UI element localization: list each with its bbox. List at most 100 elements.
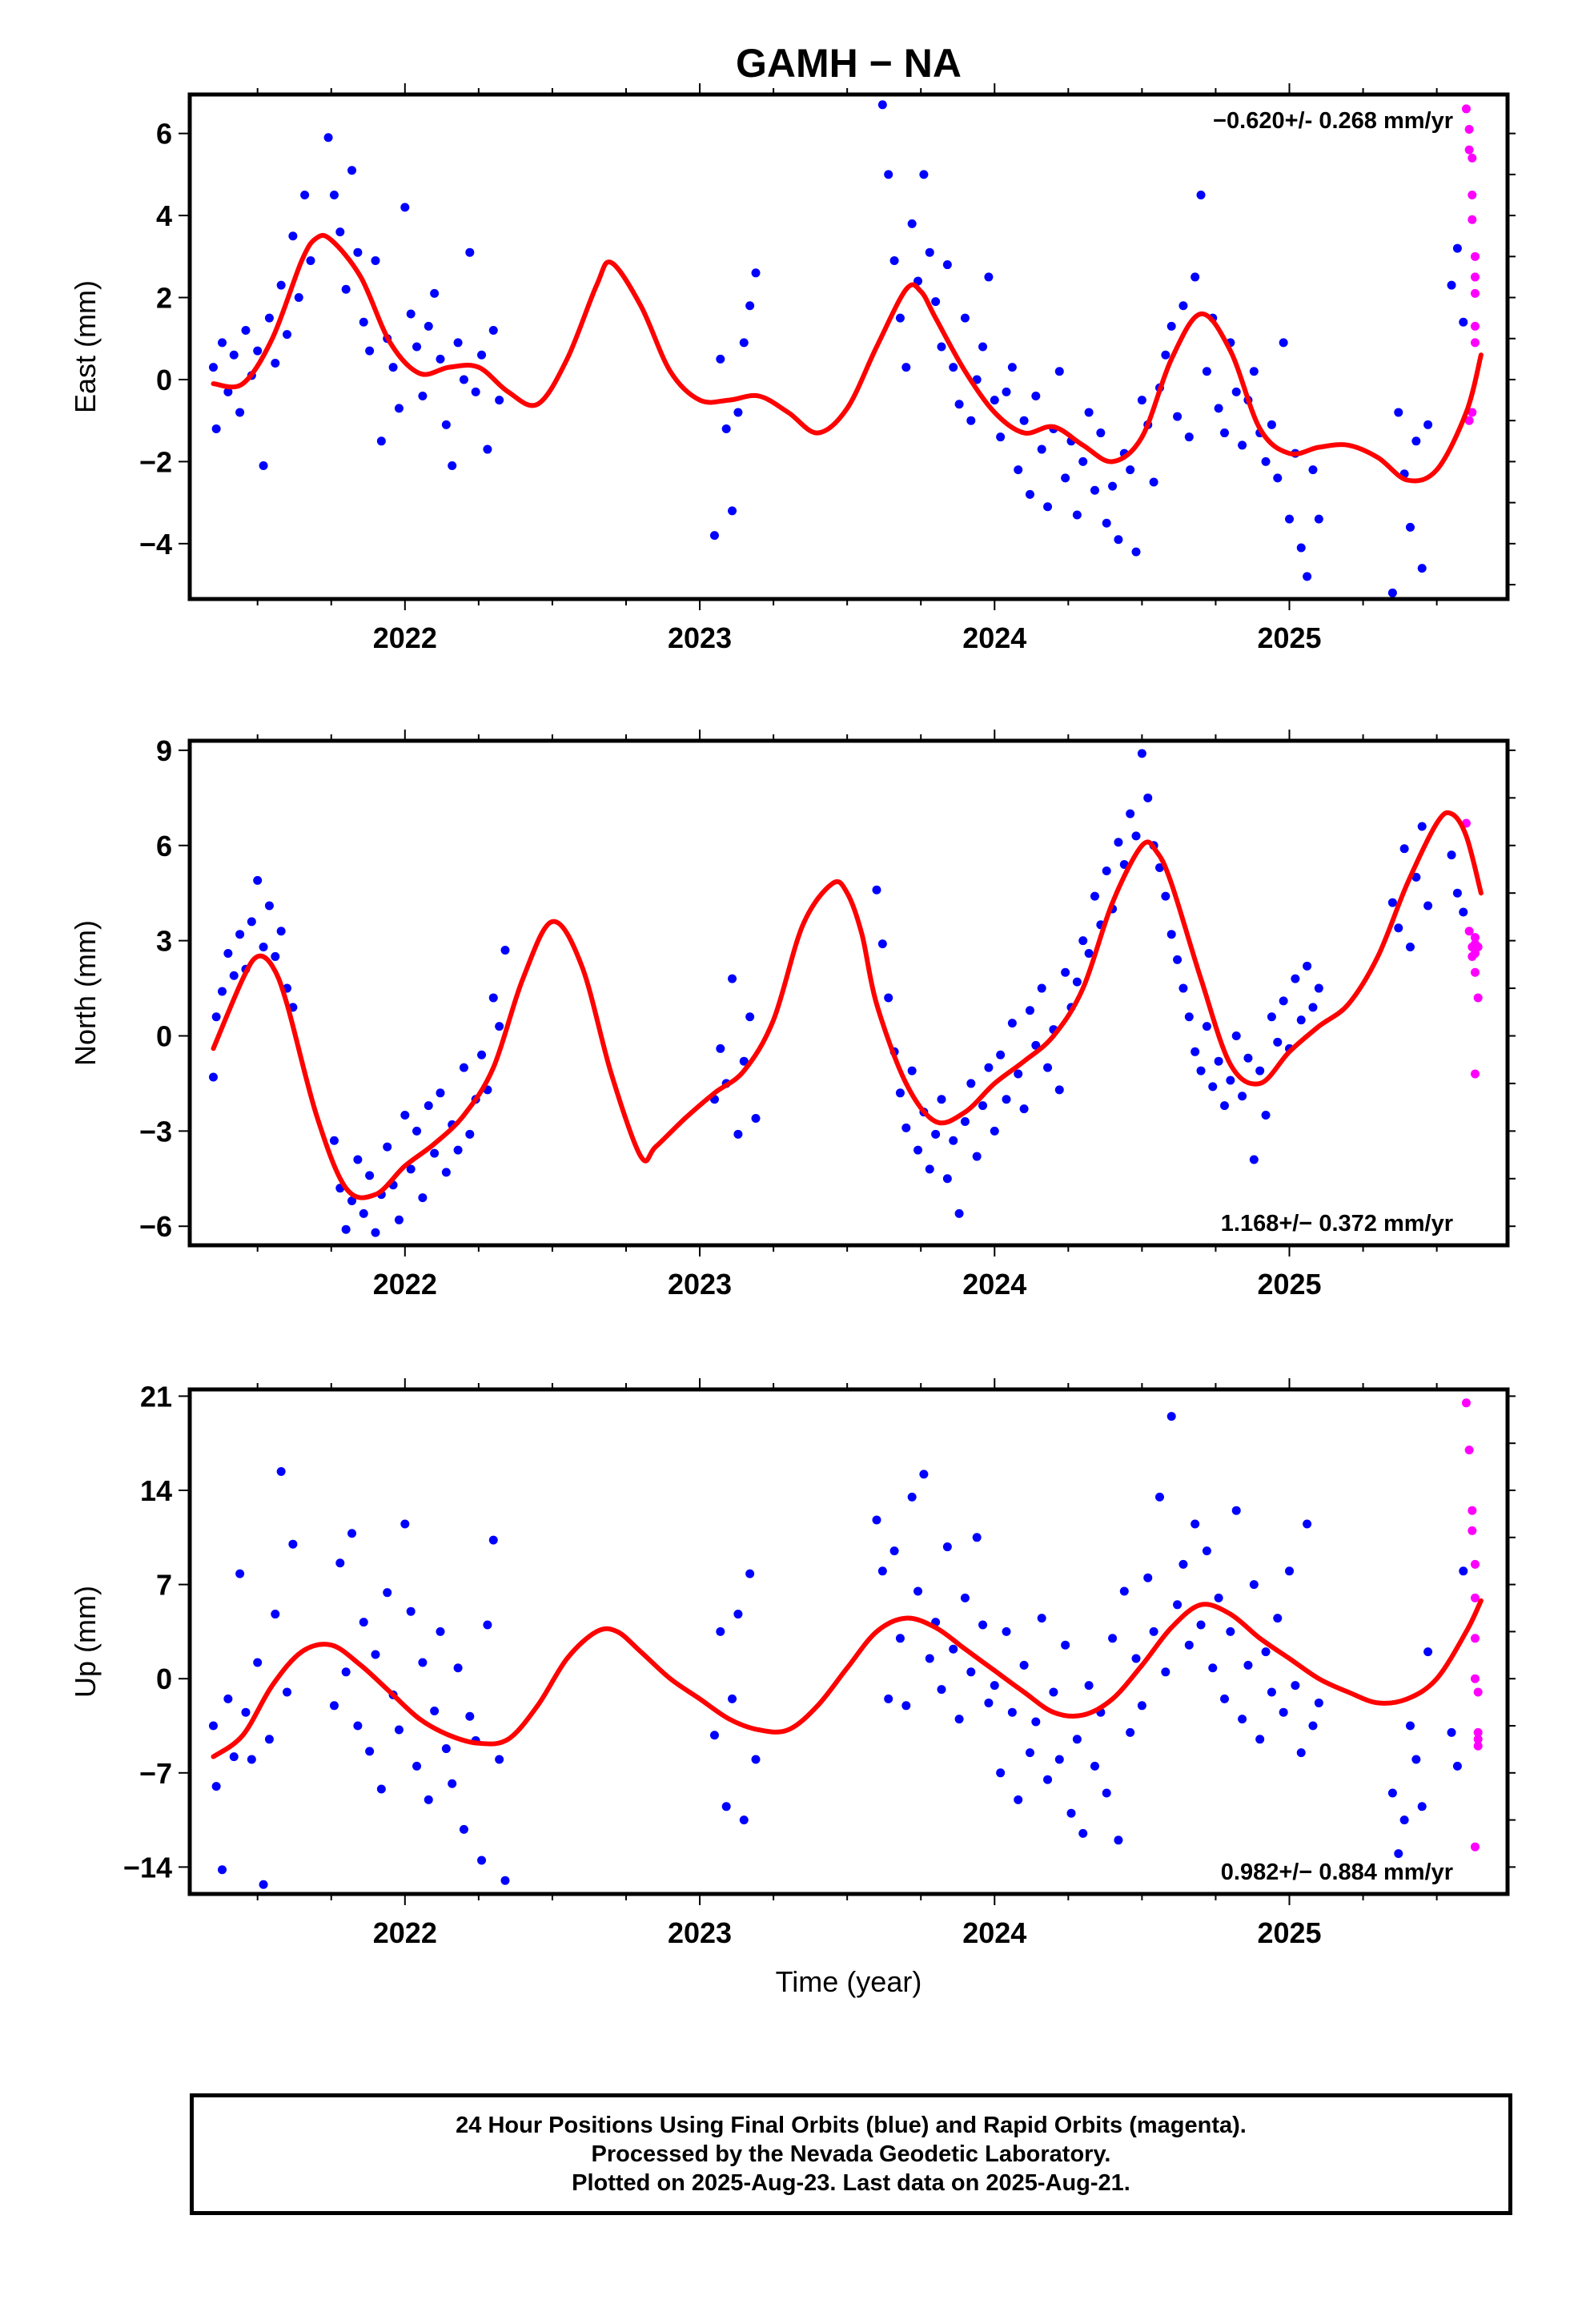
final-orbit-point — [1126, 809, 1135, 818]
final-orbit-point — [441, 1168, 451, 1177]
final-orbit-point — [1417, 564, 1427, 573]
rapid-orbit-point — [1468, 408, 1477, 417]
final-orbit-point — [323, 133, 333, 143]
final-orbit-point — [925, 1654, 934, 1663]
final-orbit-point — [733, 1129, 743, 1139]
y-tick-label: 6 — [156, 830, 172, 862]
final-orbit-point — [733, 1610, 743, 1619]
final-orbit-point — [1243, 1660, 1253, 1670]
final-orbit-point — [1296, 543, 1306, 553]
final-orbit-point — [1208, 1082, 1218, 1092]
final-orbit-point — [1308, 1003, 1318, 1012]
final-orbit-point — [359, 1208, 368, 1218]
x-tick-label: 2025 — [1257, 1268, 1321, 1301]
final-orbit-point — [1308, 465, 1318, 475]
final-orbit-point — [436, 354, 445, 364]
final-orbit-point — [954, 400, 964, 409]
final-orbit-point — [1037, 444, 1046, 454]
final-orbit-point — [394, 404, 404, 413]
final-orbit-point — [1231, 387, 1241, 396]
plot-area — [208, 749, 1484, 1237]
final-orbit-point — [1291, 1681, 1300, 1691]
final-orbit-point — [1219, 1101, 1229, 1111]
final-orbit-point — [1149, 1626, 1158, 1636]
final-orbit-point — [264, 901, 274, 911]
final-orbit-point — [907, 1066, 917, 1076]
final-orbit-point — [1314, 1698, 1323, 1707]
final-orbit-point — [942, 1542, 952, 1552]
final-orbit-point — [954, 1208, 964, 1218]
final-orbit-point — [1267, 420, 1276, 429]
final-orbit-point — [353, 1721, 363, 1731]
final-orbit-point — [448, 1779, 457, 1788]
final-orbit-point — [1249, 1580, 1259, 1590]
final-orbit-point — [400, 1519, 410, 1529]
final-orbit-point — [383, 1588, 392, 1598]
final-orbit-point — [441, 1744, 451, 1754]
final-orbit-point — [877, 100, 887, 110]
final-orbit-point — [1191, 1047, 1200, 1056]
y-tick-label: −2 — [139, 445, 172, 478]
final-orbit-point — [300, 190, 310, 199]
final-orbit-point — [223, 1694, 233, 1703]
final-orbit-point — [884, 993, 893, 1003]
final-orbit-point — [371, 255, 380, 265]
final-orbit-point — [966, 1667, 976, 1677]
final-orbit-point — [895, 313, 905, 323]
final-orbit-point — [235, 408, 245, 417]
y-tick-label: −7 — [139, 1757, 172, 1790]
final-orbit-point — [459, 1063, 468, 1072]
final-orbit-point — [1279, 996, 1288, 1006]
final-orbit-point — [253, 875, 263, 885]
final-orbit-point — [889, 255, 899, 265]
final-orbit-point — [937, 342, 946, 352]
final-orbit-point — [1084, 948, 1094, 958]
y-tick-label: 2 — [156, 282, 172, 315]
final-orbit-point — [978, 1620, 988, 1630]
final-orbit-point — [1007, 363, 1017, 372]
final-orbit-point — [1279, 1707, 1288, 1717]
final-orbit-point — [1102, 866, 1111, 875]
final-orbit-point — [229, 1752, 239, 1762]
final-orbit-point — [877, 1566, 887, 1576]
final-orbit-point — [1137, 396, 1146, 405]
final-orbit-point — [739, 338, 749, 348]
east-panel: 2022 2023 2024 2025 −4 −2 0 2 4 6 East (mm) −0.620+… — [69, 83, 1516, 654]
final-orbit-point — [247, 917, 256, 927]
final-orbit-point — [1166, 930, 1176, 939]
final-orbit-point — [1114, 838, 1123, 847]
final-orbit-point — [1090, 1761, 1099, 1771]
final-orbit-point — [931, 297, 941, 307]
final-orbit-point — [1314, 514, 1323, 524]
final-orbit-point — [365, 346, 375, 356]
final-orbit-point — [949, 363, 958, 372]
final-orbit-point — [371, 1650, 380, 1659]
final-orbit-point — [1196, 1066, 1206, 1076]
final-orbit-point — [424, 1795, 433, 1804]
final-orbit-point — [1452, 243, 1462, 253]
final-orbit-point — [376, 1784, 386, 1794]
final-orbit-point — [942, 1174, 952, 1184]
final-orbit-point — [229, 350, 239, 360]
final-orbit-point — [1078, 936, 1088, 946]
final-orbit-point — [359, 1618, 368, 1627]
final-orbit-point — [1452, 1761, 1462, 1771]
rapid-orbit-point — [1473, 943, 1483, 952]
final-orbit-point — [1126, 1727, 1135, 1737]
final-orbit-point — [400, 1111, 410, 1120]
final-orbit-point — [436, 1088, 445, 1098]
final-orbit-point — [728, 506, 737, 516]
final-orbit-point — [1131, 547, 1141, 557]
y-tick-label: 0 — [156, 1019, 172, 1052]
final-orbit-point — [1243, 1053, 1253, 1063]
final-orbit-point — [1154, 1492, 1164, 1502]
final-orbit-point — [477, 350, 487, 360]
final-orbit-point — [1196, 190, 1206, 199]
final-orbit-point — [430, 1707, 440, 1716]
final-orbit-point — [459, 1824, 468, 1834]
final-orbit-point — [1014, 465, 1023, 475]
final-orbit-point — [1405, 1721, 1415, 1731]
final-orbit-point — [907, 219, 917, 228]
final-orbit-point — [901, 1701, 911, 1711]
final-orbit-point — [283, 1687, 292, 1697]
